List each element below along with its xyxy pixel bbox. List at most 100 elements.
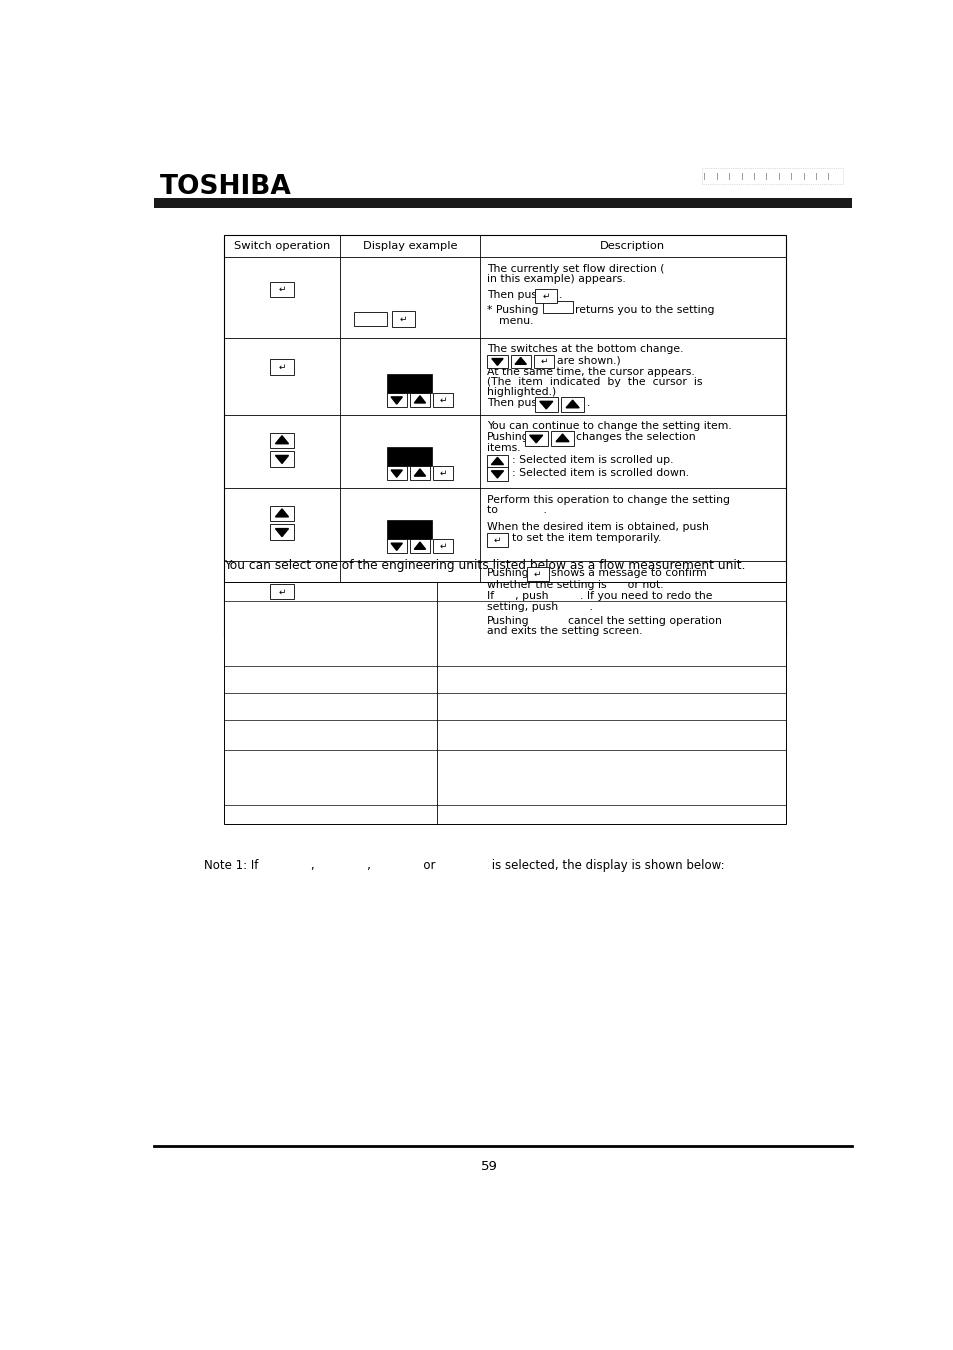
Bar xyxy=(270,432,294,448)
Text: Pushing: Pushing xyxy=(487,616,530,625)
Bar xyxy=(392,312,415,327)
Text: The switches at the bottom change.: The switches at the bottom change. xyxy=(487,344,683,355)
Bar xyxy=(526,567,548,580)
Text: ↵: ↵ xyxy=(439,468,447,478)
Bar xyxy=(224,582,785,825)
Bar xyxy=(433,539,453,553)
Text: : Selected item is scrolled down.: : Selected item is scrolled down. xyxy=(512,467,689,478)
Bar xyxy=(534,355,554,369)
Polygon shape xyxy=(275,509,288,517)
Polygon shape xyxy=(515,358,526,364)
Bar xyxy=(270,506,294,521)
Text: If      , push         . If you need to redo the: If , push . If you need to redo the xyxy=(487,591,712,601)
Bar xyxy=(433,466,453,481)
Bar xyxy=(386,539,406,553)
Bar xyxy=(486,533,508,547)
Text: changes the selection: changes the selection xyxy=(576,432,696,443)
Text: ↵: ↵ xyxy=(278,362,286,371)
Text: * Pushing: * Pushing xyxy=(487,305,538,315)
Text: to             .: to . xyxy=(487,505,547,516)
Bar xyxy=(701,169,842,184)
Text: When the desired item is obtained, push: When the desired item is obtained, push xyxy=(487,521,708,532)
Bar xyxy=(524,431,547,446)
Polygon shape xyxy=(391,543,402,551)
Text: menu.: menu. xyxy=(498,316,533,325)
Text: ↵: ↵ xyxy=(494,536,500,544)
Text: Switch operation: Switch operation xyxy=(233,240,330,251)
Text: items.: items. xyxy=(487,443,520,454)
Polygon shape xyxy=(391,470,402,478)
Polygon shape xyxy=(565,400,578,408)
Bar xyxy=(386,393,406,406)
Polygon shape xyxy=(275,436,288,444)
Bar xyxy=(486,467,508,481)
Text: ↵: ↵ xyxy=(439,541,447,551)
Bar xyxy=(154,198,851,208)
Text: Then push: Then push xyxy=(487,398,543,409)
Bar xyxy=(560,397,583,412)
Bar xyxy=(270,524,294,540)
Bar xyxy=(418,618,435,630)
Polygon shape xyxy=(275,529,288,536)
Text: (The  item  indicated  by  the  cursor  is: (The item indicated by the cursor is xyxy=(487,377,702,387)
Text: ↵: ↵ xyxy=(399,315,407,324)
Polygon shape xyxy=(539,401,552,409)
Polygon shape xyxy=(414,543,425,549)
Text: Perform this operation to change the setting: Perform this operation to change the set… xyxy=(487,494,730,505)
Polygon shape xyxy=(492,359,502,366)
Bar xyxy=(410,393,430,406)
Text: cancel the setting operation: cancel the setting operation xyxy=(567,616,721,625)
Polygon shape xyxy=(414,468,425,477)
Bar xyxy=(537,612,564,624)
Bar xyxy=(510,355,530,369)
Polygon shape xyxy=(491,458,503,464)
Text: ↵: ↵ xyxy=(278,587,286,597)
Text: ↵: ↵ xyxy=(534,570,541,578)
Text: .: . xyxy=(558,290,561,300)
Text: (: ( xyxy=(487,355,491,366)
Bar xyxy=(550,431,574,446)
Polygon shape xyxy=(529,435,542,443)
Text: : Selected item is scrolled up.: : Selected item is scrolled up. xyxy=(512,455,673,466)
Text: are shown.): are shown.) xyxy=(557,355,620,366)
Text: ↵: ↵ xyxy=(539,356,547,366)
Polygon shape xyxy=(556,435,568,441)
Text: You can select one of the engineering units listed below as a flow measurement u: You can select one of the engineering un… xyxy=(224,559,744,572)
Polygon shape xyxy=(275,455,288,463)
Text: TOSHIBA: TOSHIBA xyxy=(159,174,291,200)
Polygon shape xyxy=(491,471,503,478)
Text: shows a message to confirm: shows a message to confirm xyxy=(550,568,706,578)
Bar xyxy=(386,466,406,481)
Polygon shape xyxy=(391,397,402,404)
Text: highlighted.): highlighted.) xyxy=(487,387,556,397)
Bar xyxy=(387,447,432,466)
Text: Pushing: Pushing xyxy=(487,568,530,578)
Bar xyxy=(270,359,294,374)
Bar xyxy=(270,282,294,297)
Text: Pushing: Pushing xyxy=(487,432,530,443)
Text: returns you to the setting: returns you to the setting xyxy=(575,305,714,315)
Polygon shape xyxy=(414,396,425,404)
Text: whether the setting is      or not.: whether the setting is or not. xyxy=(487,580,663,590)
Bar xyxy=(410,539,430,553)
Text: The currently set flow direction (: The currently set flow direction ( xyxy=(487,263,664,274)
Bar xyxy=(487,355,507,369)
Bar xyxy=(433,393,453,406)
Bar xyxy=(270,585,294,599)
Text: Note 1: If              ,              ,              or               is select: Note 1: If , , or is select xyxy=(204,859,724,872)
Text: ↵: ↵ xyxy=(439,396,447,405)
Text: ↵: ↵ xyxy=(278,285,286,294)
Text: At the same time, the cursor appears.: At the same time, the cursor appears. xyxy=(487,367,695,377)
Text: ↵: ↵ xyxy=(542,292,550,301)
Bar xyxy=(534,397,558,412)
Bar xyxy=(402,618,418,630)
Text: You can continue to change the setting item.: You can continue to change the setting i… xyxy=(487,421,731,432)
Bar xyxy=(224,235,785,637)
Bar xyxy=(386,618,402,630)
Text: .: . xyxy=(586,398,589,409)
Text: and exits the setting screen.: and exits the setting screen. xyxy=(487,626,642,636)
Text: to set the item temporarily.: to set the item temporarily. xyxy=(512,533,660,543)
Text: in this example) appears.: in this example) appears. xyxy=(487,274,625,285)
Bar xyxy=(270,451,294,467)
Bar xyxy=(354,312,386,325)
